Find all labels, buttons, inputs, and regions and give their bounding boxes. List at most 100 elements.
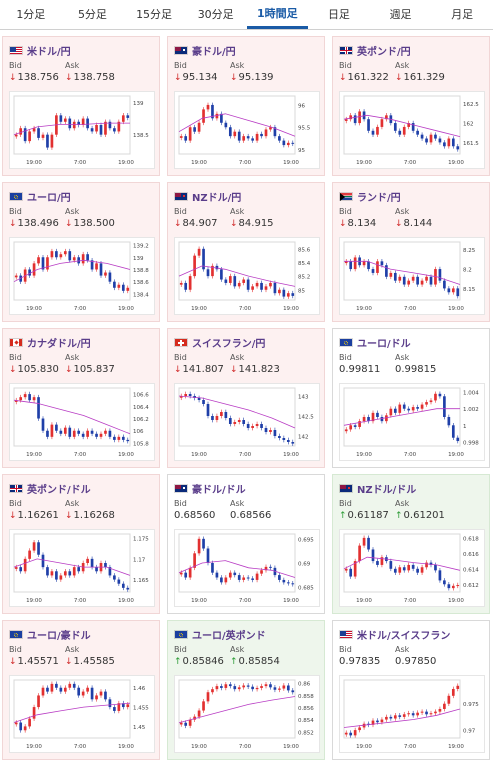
tab-5[interactable]: 日足 bbox=[327, 8, 350, 21]
candle-body bbox=[108, 121, 112, 129]
tab-7[interactable]: 月足 bbox=[451, 8, 474, 21]
candle-body bbox=[242, 685, 246, 688]
candle-body bbox=[32, 397, 36, 401]
pair-name[interactable]: カナダドル/円 bbox=[27, 338, 91, 350]
candle-body bbox=[68, 118, 72, 129]
pair-name[interactable]: 米ドル/円 bbox=[27, 46, 71, 58]
candle-body bbox=[37, 128, 40, 138]
pair-name[interactable]: 豪ドル/ドル bbox=[192, 484, 246, 496]
currency-card[interactable]: スイスフラン/円 Bid Ask ↓141.807 ↓141.823 143 142.5 14… bbox=[167, 328, 325, 468]
plot-frame bbox=[343, 679, 461, 739]
candle-body bbox=[344, 568, 348, 571]
candle-body bbox=[269, 127, 272, 130]
tab-1[interactable]: 5分足 bbox=[77, 8, 107, 21]
candle-body bbox=[90, 430, 94, 434]
currency-card[interactable]: ユーロ/ドル Bid Ask 0.99811 0.99815 1.004 1.002 1 0.9… bbox=[332, 328, 490, 468]
candle-body bbox=[246, 685, 250, 687]
pair-name[interactable]: 豪ドル/円 bbox=[192, 46, 236, 58]
pair-name[interactable]: ユーロ/豪ドル bbox=[27, 630, 91, 642]
mini-candle-chart[interactable]: 139 138.5 19:00 7:00 19:00 bbox=[9, 91, 155, 169]
ask-value: 8.144 bbox=[403, 218, 433, 229]
x-tick-label: 19:00 bbox=[26, 160, 42, 166]
candle-body bbox=[393, 272, 397, 281]
pair-name[interactable]: スイスフラン/円 bbox=[192, 338, 266, 350]
currency-card[interactable]: ユーロ/円 Bid Ask ↓138.496 ↓138.500 139.2 139 138.8… bbox=[2, 182, 160, 322]
candle-body bbox=[63, 251, 67, 255]
currency-card[interactable]: NZドル/ドル Bid Ask ↑0.61187 ↑0.61201 0.618 0.616 0… bbox=[332, 474, 490, 614]
candle-body bbox=[273, 687, 277, 690]
mini-candle-chart[interactable]: 106.6 106.4 106.2 106 105.8 19:00 7:00 19:00 bbox=[9, 383, 155, 461]
flag-icon bbox=[174, 191, 188, 201]
currency-card[interactable]: ランド/円 Bid Ask ↓8.134 ↓8.144 8.25 8.2 8.15 19:00 7… bbox=[332, 182, 490, 322]
candle-body bbox=[99, 691, 103, 696]
mini-candle-chart[interactable]: 1.175 1.17 1.165 19:00 7:00 19:00 bbox=[9, 529, 155, 607]
pair-name[interactable]: ユーロ/英ポンド bbox=[192, 630, 266, 642]
mini-candle-chart[interactable]: 85.6 85.4 85.2 85 19:00 7:00 19:00 bbox=[174, 237, 320, 315]
y-tick-label: 85.4 bbox=[298, 261, 311, 267]
candle-body bbox=[273, 430, 277, 436]
bid-label: Bid bbox=[9, 207, 22, 216]
candle-body bbox=[32, 542, 36, 551]
pair-name[interactable]: 英ポンド/ドル bbox=[27, 484, 91, 496]
candle-body bbox=[420, 567, 424, 573]
candle-body bbox=[14, 275, 18, 278]
candle-body bbox=[215, 686, 219, 690]
mini-candle-chart[interactable]: 0.695 0.69 0.685 19:00 7:00 19:00 bbox=[174, 529, 320, 607]
tab-4[interactable]: 1時間足 bbox=[246, 0, 309, 29]
pair-header: NZドル/円 bbox=[174, 188, 318, 204]
candle-body bbox=[121, 583, 125, 588]
currency-card[interactable]: 米ドル/円 Bid Ask ↓138.756 ↓138.758 139 138.5 19:00… bbox=[2, 36, 160, 176]
mini-candle-chart[interactable]: 0.618 0.616 0.614 0.612 19:00 7:00 19:00 bbox=[339, 529, 485, 607]
candle-body bbox=[63, 427, 67, 434]
candle-body bbox=[188, 567, 192, 578]
candle-body bbox=[211, 416, 214, 420]
currency-card[interactable]: 英ポンド/円 Bid Ask ↓161.322 ↓161.329 162.5 162 161.… bbox=[332, 36, 490, 176]
currency-card[interactable]: NZドル/円 Bid Ask ↓84.907 ↓84.915 85.6 85.4 85.2 85… bbox=[167, 182, 325, 322]
mini-candle-chart[interactable]: 1.46 1.455 1.45 19:00 7:00 19:00 bbox=[9, 675, 155, 753]
pair-name[interactable]: NZドル/ドル bbox=[357, 484, 417, 496]
tab-0[interactable]: 1分足 bbox=[16, 8, 46, 21]
tab-2[interactable]: 15分足 bbox=[136, 8, 173, 21]
bid-label: Bid bbox=[174, 353, 187, 362]
y-tick-label: 139.2 bbox=[133, 244, 149, 250]
mini-candle-chart[interactable]: 0.975 0.97 19:00 7:00 19:00 bbox=[339, 675, 485, 753]
tab-3[interactable]: 30分足 bbox=[197, 8, 234, 21]
price-values: ↓84.907 ↓84.915 bbox=[174, 218, 318, 231]
pair-name[interactable]: ユーロ/ドル bbox=[357, 338, 411, 350]
tab-6[interactable]: 週足 bbox=[389, 8, 412, 21]
mini-candle-chart[interactable]: 1.004 1.002 1 0.998 19:00 7:00 19:00 bbox=[339, 383, 485, 461]
mini-candle-chart[interactable]: 96 95.5 95 19:00 7:00 19:00 bbox=[174, 91, 320, 169]
candle-body bbox=[202, 400, 205, 404]
ask-value: 1.45585 bbox=[73, 656, 115, 667]
pair-name[interactable]: 米ドル/スイスフラン bbox=[357, 630, 451, 642]
pair-name[interactable]: 英ポンド/円 bbox=[357, 46, 411, 58]
currency-card[interactable]: カナダドル/円 Bid Ask ↓105.830 ↓105.837 106.6 106.4 1… bbox=[2, 328, 160, 468]
candle-body bbox=[353, 425, 357, 427]
candle-body bbox=[117, 579, 121, 584]
pair-name[interactable]: ランド/円 bbox=[357, 192, 401, 204]
mini-candle-chart[interactable]: 139.2 139 138.8 138.6 138.4 19:00 7:00 19:00 bbox=[9, 237, 155, 315]
currency-card[interactable]: 英ポンド/ドル Bid Ask ↓1.16261 ↓1.16268 1.175 1.17 1.… bbox=[2, 474, 160, 614]
pair-name[interactable]: NZドル/円 bbox=[192, 192, 242, 204]
y-tick-label: 85.2 bbox=[298, 275, 310, 281]
candle-body bbox=[425, 711, 428, 715]
currency-card[interactable]: ユーロ/豪ドル Bid Ask ↓1.45571 ↓1.45585 1.46 1.455 1.… bbox=[2, 620, 160, 760]
ask-value: 105.837 bbox=[73, 364, 115, 375]
mini-candle-chart[interactable]: 0.86 0.858 0.856 0.854 0.852 19:00 7:00 19:00 bbox=[174, 675, 320, 753]
candle-body bbox=[77, 121, 81, 125]
mini-candle-chart[interactable]: 162.5 162 161.5 19:00 7:00 19:00 bbox=[339, 91, 485, 169]
currency-card[interactable]: 米ドル/スイスフラン Bid Ask 0.97835 0.97850 0.975 0.97 1… bbox=[332, 620, 490, 760]
candle-body bbox=[411, 713, 415, 716]
candle-body bbox=[237, 420, 241, 422]
currency-card[interactable]: 豪ドル/円 Bid Ask ↓95.134 ↓95.139 96 95.5 95 19:00 7:… bbox=[167, 36, 325, 176]
currency-card[interactable]: ユーロ/英ポンド Bid Ask ↑0.85846 ↑0.85854 0.86 0.858 0… bbox=[167, 620, 325, 760]
x-tick-label: 19:00 bbox=[356, 452, 372, 458]
mini-candle-chart[interactable]: 143 142.5 142 19:00 7:00 19:00 bbox=[174, 383, 320, 461]
currency-card[interactable]: 豪ドル/ドル Bid Ask 0.68560 0.68566 0.695 0.69 0.685… bbox=[167, 474, 325, 614]
candle-body bbox=[233, 276, 237, 287]
flag-icon bbox=[174, 483, 188, 493]
candle-body bbox=[37, 695, 40, 708]
candle-body bbox=[451, 425, 455, 438]
mini-candle-chart[interactable]: 8.25 8.2 8.15 19:00 7:00 19:00 bbox=[339, 237, 485, 315]
pair-name[interactable]: ユーロ/円 bbox=[27, 192, 71, 204]
